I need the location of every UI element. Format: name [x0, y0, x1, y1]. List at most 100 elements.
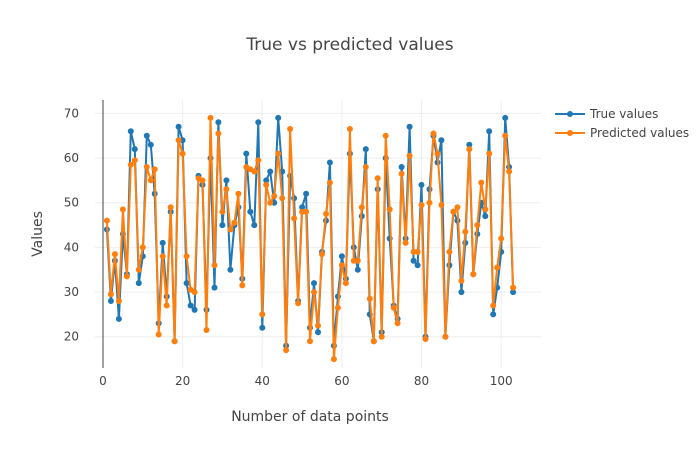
data-point[interactable]: [311, 280, 317, 287]
data-point[interactable]: [402, 239, 409, 246]
data-point[interactable]: [263, 181, 270, 188]
data-point[interactable]: [227, 266, 234, 273]
data-point[interactable]: [478, 179, 485, 186]
data-point[interactable]: [179, 150, 186, 157]
data-point[interactable]: [135, 266, 142, 273]
data-point[interactable]: [183, 280, 190, 287]
data-point[interactable]: [255, 119, 262, 126]
data-point[interactable]: [330, 356, 337, 363]
data-point[interactable]: [406, 123, 413, 130]
data-point[interactable]: [151, 166, 158, 173]
data-point[interactable]: [482, 206, 489, 213]
data-point[interactable]: [338, 262, 345, 269]
data-point[interactable]: [263, 177, 270, 184]
data-point[interactable]: [211, 284, 218, 291]
data-point[interactable]: [438, 202, 445, 208]
data-point[interactable]: [326, 159, 333, 166]
data-point[interactable]: [111, 251, 118, 258]
data-point[interactable]: [159, 239, 166, 246]
data-point[interactable]: [211, 262, 218, 269]
data-point[interactable]: [199, 177, 206, 184]
data-point[interactable]: [271, 193, 278, 199]
data-point[interactable]: [167, 204, 174, 211]
data-point[interactable]: [231, 219, 238, 226]
data-point[interactable]: [378, 333, 385, 340]
data-point[interactable]: [279, 195, 286, 202]
data-point[interactable]: [502, 114, 509, 121]
data-point[interactable]: [323, 210, 329, 217]
data-point[interactable]: [259, 324, 266, 331]
data-point[interactable]: [207, 114, 214, 121]
data-point[interactable]: [287, 126, 294, 132]
data-point[interactable]: [147, 177, 154, 184]
data-point[interactable]: [446, 248, 453, 255]
data-point[interactable]: [422, 336, 429, 342]
data-point[interactable]: [115, 315, 122, 322]
data-point[interactable]: [143, 164, 150, 170]
data-point[interactable]: [295, 300, 302, 307]
data-point[interactable]: [255, 157, 262, 164]
data-point[interactable]: [406, 152, 413, 159]
data-point[interactable]: [374, 175, 381, 182]
data-point[interactable]: [315, 322, 321, 329]
data-point[interactable]: [227, 226, 234, 233]
data-point[interactable]: [438, 137, 445, 144]
data-point[interactable]: [398, 164, 405, 170]
data-point[interactable]: [394, 320, 401, 327]
data-point[interactable]: [275, 114, 282, 121]
data-point[interactable]: [466, 141, 473, 148]
data-point[interactable]: [354, 266, 361, 273]
data-point[interactable]: [342, 280, 349, 287]
data-point[interactable]: [223, 186, 230, 193]
data-point[interactable]: [450, 208, 457, 215]
data-point[interactable]: [107, 298, 114, 304]
data-point[interactable]: [127, 161, 134, 168]
data-point[interactable]: [251, 222, 258, 229]
data-point[interactable]: [334, 304, 341, 311]
data-point[interactable]: [191, 306, 198, 313]
data-point[interactable]: [283, 347, 290, 354]
data-point[interactable]: [203, 327, 210, 333]
data-point[interactable]: [251, 168, 258, 175]
data-point[interactable]: [414, 262, 421, 269]
data-point[interactable]: [486, 150, 493, 157]
data-point[interactable]: [259, 311, 266, 318]
data-point[interactable]: [454, 204, 461, 211]
data-point[interactable]: [490, 302, 497, 309]
data-point[interactable]: [239, 282, 246, 289]
data-point[interactable]: [502, 132, 509, 139]
data-point[interactable]: [462, 228, 469, 235]
data-point[interactable]: [215, 119, 222, 126]
data-point[interactable]: [390, 304, 397, 311]
data-point[interactable]: [382, 132, 389, 139]
data-point[interactable]: [131, 157, 138, 164]
data-point[interactable]: [482, 213, 489, 220]
data-point[interactable]: [299, 204, 306, 211]
data-point[interactable]: [398, 170, 405, 177]
data-point[interactable]: [135, 280, 142, 287]
data-point[interactable]: [362, 146, 369, 153]
data-point[interactable]: [354, 257, 361, 264]
data-point[interactable]: [510, 289, 517, 296]
data-point[interactable]: [506, 168, 513, 175]
data-point[interactable]: [426, 199, 433, 206]
data-point[interactable]: [307, 338, 313, 345]
data-point[interactable]: [275, 150, 282, 157]
data-point[interactable]: [338, 253, 345, 260]
data-point[interactable]: [470, 271, 477, 278]
data-point[interactable]: [474, 222, 481, 229]
data-point[interactable]: [159, 253, 166, 260]
data-point[interactable]: [326, 179, 333, 186]
data-point[interactable]: [267, 199, 274, 206]
legend-item-predicted-values[interactable]: Predicted values: [555, 126, 689, 140]
data-point[interactable]: [466, 146, 473, 153]
data-point[interactable]: [119, 206, 126, 213]
data-point[interactable]: [175, 123, 182, 130]
data-point[interactable]: [490, 311, 497, 318]
data-point[interactable]: [187, 302, 194, 309]
data-point[interactable]: [163, 302, 170, 309]
data-point[interactable]: [123, 273, 130, 280]
data-point[interactable]: [458, 289, 465, 296]
data-point[interactable]: [303, 190, 310, 197]
data-point[interactable]: [414, 248, 421, 255]
